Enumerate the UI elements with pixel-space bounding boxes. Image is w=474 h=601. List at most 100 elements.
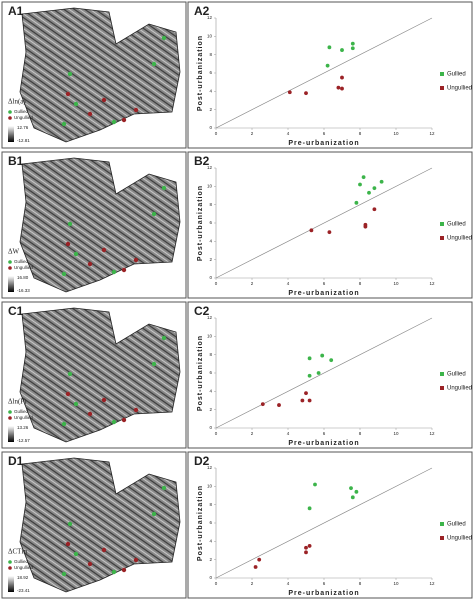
ungullied-site: [101, 397, 107, 403]
map-area: [19, 457, 181, 593]
legend-dot: [8, 560, 12, 564]
legend-label: Ungullied: [447, 386, 472, 392]
y-tick-label: 6: [209, 220, 212, 225]
x-tick-label: 4: [287, 581, 290, 586]
gullied-site: [73, 401, 79, 407]
y-tick-label: 12: [207, 465, 213, 470]
point: [379, 179, 384, 184]
point: [358, 182, 362, 187]
legend-label: Gullied: [14, 409, 29, 414]
x-tick-label: 2: [251, 281, 254, 286]
x-tick-label: 4: [287, 431, 290, 436]
legend-label: Ungullied: [14, 565, 33, 570]
chart-panel: [187, 1, 473, 149]
gullied-site: [67, 71, 73, 77]
panel-label: B1: [8, 154, 24, 168]
y-tick-label: 4: [209, 389, 212, 394]
x-axis-label: Pre-urbanization: [288, 590, 359, 597]
scale-ramp: [8, 576, 14, 592]
scale-max: 13.26: [17, 425, 29, 430]
x-tick-label: 12: [429, 431, 435, 436]
point: [316, 371, 321, 375]
x-tick-label: 8: [359, 431, 362, 436]
panel-label: C1: [8, 304, 24, 318]
y-axis-label: Post-urbanization: [197, 485, 204, 561]
gullied-site: [61, 121, 67, 127]
point: [307, 373, 312, 378]
legend-swatch: [440, 536, 444, 540]
legend-label: Gullied: [447, 72, 466, 78]
point: [260, 402, 265, 407]
legend-label: Ungullied: [14, 415, 33, 420]
scale-min: -23.41: [17, 588, 30, 593]
x-tick-label: 8: [359, 131, 362, 136]
gullied-site: [151, 511, 157, 517]
gullied-site: [111, 269, 117, 275]
ungullied-site: [87, 561, 93, 567]
map-variable: ΔCTIn: [8, 548, 28, 556]
map-variable: Δln(P): [8, 398, 27, 406]
gullied-site: [161, 35, 167, 41]
identity-line: [215, 167, 433, 279]
x-tick-label: 0: [215, 581, 218, 586]
point: [307, 506, 312, 511]
scale-ramp: [8, 276, 14, 292]
point: [300, 398, 305, 403]
x-tick-label: 6: [323, 431, 326, 436]
x-tick-label: 8: [359, 581, 362, 586]
x-tick-label: 6: [323, 131, 326, 136]
panel-label: A1: [8, 4, 24, 18]
x-axis-label: Pre-urbanization: [288, 290, 359, 297]
x-tick-label: 0: [215, 281, 218, 286]
legend-label: Gullied: [447, 522, 466, 528]
ungullied-site: [133, 557, 139, 563]
gullied-site: [151, 361, 157, 367]
ungullied-site: [87, 411, 93, 417]
gullied-site: [161, 335, 167, 341]
point: [327, 45, 332, 50]
point: [372, 207, 377, 212]
point: [325, 63, 330, 68]
ungullied-site: [101, 247, 107, 253]
ungullied-site: [101, 547, 107, 553]
point: [336, 85, 341, 90]
ungullied-site: [133, 107, 139, 113]
x-tick-label: 10: [393, 131, 399, 136]
legend-label: Ungullied: [447, 86, 472, 92]
legend-swatch: [440, 86, 444, 90]
gullied-site: [161, 185, 167, 191]
scale-min: -16.33: [17, 288, 30, 293]
map-area: [19, 7, 181, 143]
legend-swatch: [440, 72, 444, 76]
ungullied-site: [87, 111, 93, 117]
point: [340, 75, 344, 80]
x-tick-label: 10: [393, 281, 399, 286]
legend-label: Gullied: [447, 372, 466, 378]
y-tick-label: 4: [209, 239, 212, 244]
y-tick-label: 12: [207, 165, 213, 170]
scale-max: 12.76: [17, 125, 29, 130]
point: [304, 91, 308, 96]
ungullied-site: [101, 97, 107, 103]
legend-swatch: [440, 522, 444, 526]
y-tick-label: 0: [209, 125, 212, 130]
panel-label: A2: [194, 4, 210, 18]
point: [307, 544, 312, 548]
x-tick-label: 2: [251, 431, 254, 436]
ungullied-site: [133, 257, 139, 263]
y-tick-label: 10: [207, 484, 213, 489]
y-tick-label: 0: [209, 425, 212, 430]
gullied-site: [61, 271, 67, 277]
x-tick-label: 10: [393, 431, 399, 436]
point: [361, 175, 366, 180]
point: [340, 86, 344, 91]
y-tick-label: 10: [207, 184, 213, 189]
y-tick-label: 10: [207, 34, 213, 39]
gullied-site: [61, 571, 67, 577]
gullied-site: [67, 371, 73, 377]
legend-swatch: [440, 222, 444, 226]
gullied-site: [111, 119, 117, 125]
legend-dot: [8, 416, 12, 420]
panel-label: B2: [194, 154, 210, 168]
